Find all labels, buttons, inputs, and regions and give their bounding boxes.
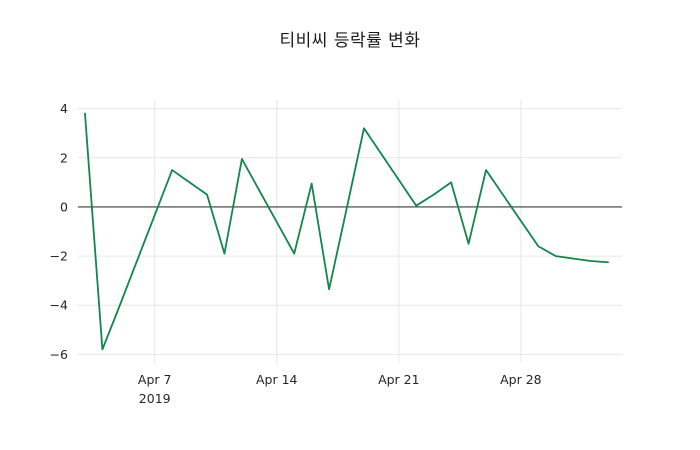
x-tick-label: Apr 7 <box>138 372 172 387</box>
x-tick-label: Apr 21 <box>378 372 420 387</box>
chart-line <box>84 112 609 351</box>
y-tick-label: −2 <box>50 249 68 264</box>
y-tick-label: 2 <box>60 150 68 165</box>
y-tick-label: 4 <box>60 101 68 116</box>
y-tick-label: −4 <box>50 298 68 313</box>
x-tick-year-label: 2019 <box>139 391 171 406</box>
x-tick-label: Apr 14 <box>256 372 298 387</box>
y-tick-label: −6 <box>50 347 68 362</box>
chart-title: 티비씨 등락률 변화 <box>279 31 421 51</box>
y-tick-label: 0 <box>60 199 68 214</box>
x-tick-label: Apr 28 <box>500 372 542 387</box>
